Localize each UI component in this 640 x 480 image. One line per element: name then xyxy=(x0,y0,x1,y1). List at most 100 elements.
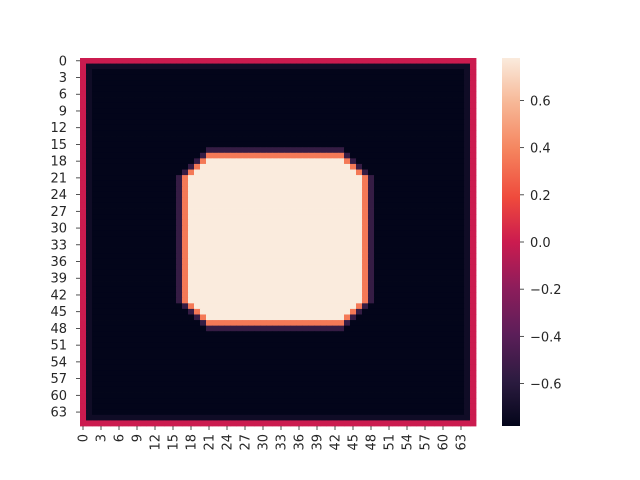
heatmap-cell xyxy=(380,314,387,321)
heatmap-cell xyxy=(290,392,297,399)
heatmap-cell xyxy=(308,186,315,193)
heatmap-cell xyxy=(212,119,219,126)
heatmap-cell xyxy=(134,375,141,382)
heatmap-cell xyxy=(320,331,327,338)
heatmap-cell xyxy=(416,292,423,299)
heatmap-cell xyxy=(446,325,453,332)
heatmap-cell xyxy=(440,163,447,170)
heatmap-cell xyxy=(146,180,153,187)
heatmap-cell xyxy=(128,414,135,421)
heatmap-cell xyxy=(350,58,357,64)
heatmap-cell xyxy=(464,292,471,299)
heatmap-cell xyxy=(230,336,237,343)
heatmap-cell xyxy=(260,225,267,232)
heatmap-cell xyxy=(86,347,93,354)
heatmap-cell xyxy=(116,347,123,354)
heatmap-cell xyxy=(188,347,195,354)
heatmap-cell xyxy=(218,136,225,143)
heatmap-cell xyxy=(272,175,279,182)
heatmap-cell xyxy=(284,152,291,159)
colorbar: 0.60.40.20.0−0.2−0.4−0.6 xyxy=(502,58,562,426)
heatmap-cell xyxy=(230,353,237,360)
heatmap-cell xyxy=(104,264,111,271)
heatmap-cell xyxy=(296,375,303,382)
heatmap-cell xyxy=(434,398,441,405)
heatmap-cell xyxy=(104,102,111,109)
heatmap-cell xyxy=(140,91,147,98)
heatmap-cell xyxy=(212,91,219,98)
heatmap-cell xyxy=(440,342,447,349)
heatmap-cell xyxy=(356,420,363,427)
heatmap-cell xyxy=(158,214,165,221)
heatmap-cell xyxy=(428,409,435,416)
heatmap-cell xyxy=(308,403,315,410)
heatmap-cell xyxy=(122,275,129,282)
heatmap-cell xyxy=(182,63,189,70)
heatmap-cell xyxy=(176,169,183,176)
heatmap-cell xyxy=(332,314,339,321)
heatmap-cell xyxy=(374,202,381,209)
heatmap-cell xyxy=(80,158,87,165)
heatmap-cell xyxy=(110,247,117,254)
heatmap-cell xyxy=(470,359,477,366)
heatmap-cell xyxy=(302,281,309,288)
heatmap-cell xyxy=(110,113,117,120)
heatmap-cell xyxy=(152,169,159,176)
heatmap-cell xyxy=(446,359,453,366)
heatmap-cell xyxy=(248,97,255,104)
heatmap-cell xyxy=(464,303,471,310)
heatmap-cell xyxy=(296,208,303,215)
heatmap-cell xyxy=(80,108,87,115)
heatmap-cell xyxy=(278,108,285,115)
heatmap-cell xyxy=(110,63,117,70)
heatmap-cell xyxy=(434,175,441,182)
heatmap-cell xyxy=(386,225,393,232)
heatmap-cell xyxy=(206,169,213,176)
y-tick-label: 0 xyxy=(59,54,67,69)
heatmap-cell xyxy=(188,208,195,215)
heatmap-cell xyxy=(146,336,153,343)
heatmap-cell xyxy=(236,414,243,421)
heatmap-cell xyxy=(140,108,147,115)
heatmap-cell xyxy=(158,342,165,349)
heatmap-cell xyxy=(362,314,369,321)
heatmap-cell xyxy=(308,197,315,204)
heatmap-cell xyxy=(392,197,399,204)
heatmap-cell xyxy=(128,297,135,304)
heatmap-cell xyxy=(260,236,267,243)
heatmap-cell xyxy=(266,169,273,176)
heatmap-cell xyxy=(380,225,387,232)
heatmap-cell xyxy=(338,163,345,170)
heatmap-cell xyxy=(332,236,339,243)
heatmap-cell xyxy=(140,336,147,343)
heatmap-cell xyxy=(266,353,273,360)
heatmap-cell xyxy=(86,124,93,131)
heatmap-cell xyxy=(122,286,129,293)
heatmap-cell xyxy=(152,347,159,354)
heatmap-cell xyxy=(320,264,327,271)
heatmap-cell xyxy=(194,58,201,64)
heatmap-cell xyxy=(80,364,87,371)
heatmap-cell xyxy=(134,281,141,288)
heatmap-cell xyxy=(254,398,261,405)
y-tick-label: 48 xyxy=(50,322,67,337)
heatmap-cell xyxy=(158,63,165,70)
heatmap-cell xyxy=(290,130,297,137)
heatmap-cell xyxy=(392,292,399,299)
heatmap-cell xyxy=(254,253,261,260)
heatmap-cell xyxy=(200,91,207,98)
heatmap-cell xyxy=(182,236,189,243)
heatmap-cell xyxy=(86,197,93,204)
heatmap-cell xyxy=(146,69,153,76)
heatmap-cell xyxy=(140,208,147,215)
heatmap-cell xyxy=(194,80,201,87)
heatmap-cell xyxy=(338,124,345,131)
heatmap-cell xyxy=(188,403,195,410)
heatmap-cell xyxy=(398,202,405,209)
heatmap-cell xyxy=(194,85,201,92)
heatmap-cell xyxy=(152,420,159,427)
heatmap-cell xyxy=(422,180,429,187)
colorbar-ticks: 0.60.40.20.0−0.2−0.4−0.6 xyxy=(520,94,562,393)
heatmap-cell xyxy=(302,80,309,87)
heatmap-cell xyxy=(338,292,345,299)
